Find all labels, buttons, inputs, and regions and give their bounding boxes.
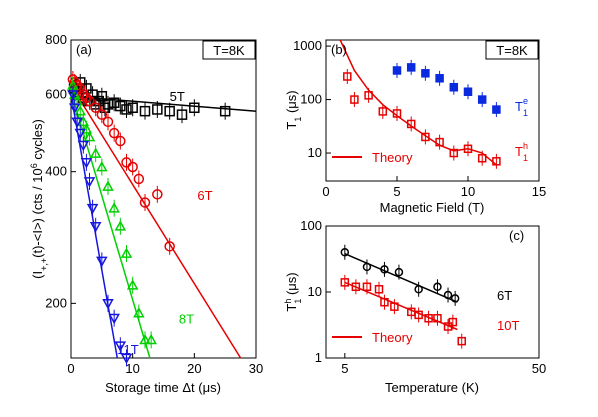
panel-c-series-label-10t: 10T: [497, 318, 519, 333]
panel-a-data-points: [67, 70, 231, 367]
panel-c-y-tick-label: 10: [308, 284, 322, 299]
panel-a-y-tick-label: 800: [45, 32, 67, 47]
panel-b-series-label-t1e: T1e: [515, 96, 528, 118]
panel-b-x-axis-label: Magnetic Field (T): [380, 200, 485, 215]
panel-b-y-axis-label: T1 (μs): [284, 90, 303, 129]
panel-b-temp-label: T=8K: [496, 43, 528, 58]
panel-c-x-tick-label: 50: [532, 361, 546, 376]
panel-a-relaxation-decay: 0 10 20 30 200 400 600 800 5T 6T 8T 11T (a) T=8K S…: [29, 32, 263, 395]
panel-a-x-tick-label: 30: [249, 361, 263, 376]
panel-a-x-tick-label: 0: [67, 361, 74, 376]
panel-a-y-tick-label: 400: [45, 164, 67, 179]
panel-b-ticks: 0 5 10 15 10 100 1000: [293, 38, 546, 199]
panel-b-temp-box: [485, 40, 539, 60]
panel-c-legend-theory: Theory: [372, 330, 413, 345]
panel-a-series-label-11T: 11T: [117, 342, 138, 357]
panel-a-temp-box: [202, 40, 256, 60]
panel-a-series-label-8T: 8T: [179, 311, 194, 326]
panel-b-y-tick-label: 10: [308, 145, 322, 160]
panel-a-series-labels: 5T 6T 8T 11T: [117, 89, 212, 357]
panel-a-ticks: 0 10 20 30 200 400 600 800: [45, 32, 263, 376]
panel-b-x-tick-label: 5: [393, 184, 400, 199]
panel-a-temp-label: T=8K: [213, 43, 245, 58]
panel-c-data-points: [340, 244, 466, 349]
panel-c-y-tick-label: 100: [300, 218, 322, 233]
panel-a-y-tick-label: 600: [45, 87, 67, 102]
panel-b-theory-curve: [339, 39, 497, 166]
panel-a-x-axis-label: Storage time Δt (μs): [105, 380, 221, 395]
panel-c-y-tick-label: 1: [315, 350, 322, 365]
panel-c-ticks: 5 50 1 10 100: [300, 218, 546, 376]
panel-a-x-tick-label: 10: [125, 361, 139, 376]
panel-b-x-tick-label: 15: [532, 184, 546, 199]
panel-b-data-points: [343, 59, 501, 169]
panel-a-x-tick-label: 20: [187, 361, 201, 376]
panel-a-y-tick-label: 200: [45, 295, 67, 310]
panel-c-x-tick-label: 5: [341, 361, 348, 376]
panel-b-legend-theory: Theory: [372, 150, 413, 165]
panel-b-fit-lines: [339, 39, 497, 166]
panel-c-x-axis-label: Temperature (K): [385, 380, 479, 395]
panel-b-y-tick-label: 100: [300, 92, 322, 107]
panel-a-frame: [70, 39, 257, 359]
panel-b-y-tick-label: 1000: [293, 38, 322, 53]
panel-b-series-label-t1h: T1h: [515, 141, 528, 163]
panel-b-x-tick-label: 0: [322, 184, 329, 199]
panel-a-fit-lines: [70, 85, 257, 359]
panel-c-fit-6T: [344, 253, 458, 303]
panel-c-y-axis-label: T1h (μs): [283, 272, 303, 311]
panel-b-frame: [325, 39, 540, 182]
panel-a-y-axis-label: (I+,+(t)-<I>) (cts / 106 cycles): [29, 119, 49, 279]
panel-a-fit-6T: [70, 85, 242, 359]
panel-c-label: (c): [509, 228, 524, 243]
panel-c-series-label-6t: 6T: [497, 288, 512, 303]
panel-a-label: (a): [76, 42, 92, 57]
panel-b-x-tick-label: 10: [461, 184, 475, 199]
panel-c-t1-vs-temperature: 5 50 1 10 100 (c) Theory 6T 10T Temperature …: [283, 218, 546, 395]
panel-b-label: (b): [331, 42, 347, 57]
panel-a-series-label-6T: 6T: [197, 188, 212, 203]
panel-a-series-label-5T: 5T: [170, 89, 185, 104]
